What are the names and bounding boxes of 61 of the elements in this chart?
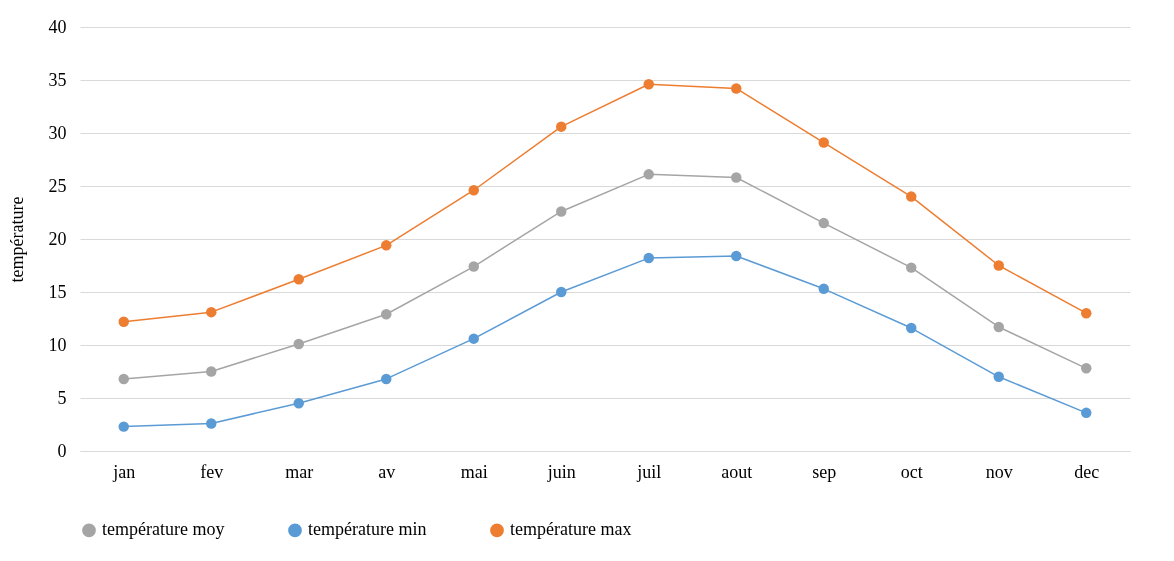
point — [381, 240, 392, 251]
legend-label: température moy — [102, 519, 225, 540]
point — [293, 338, 304, 350]
point — [381, 373, 392, 385]
point — [293, 274, 304, 285]
point — [381, 309, 392, 320]
point — [818, 283, 829, 295]
x-tick-label: jan — [112, 461, 136, 482]
point — [293, 398, 304, 409]
y-axis-title: température — [6, 196, 27, 283]
point — [818, 217, 829, 229]
point — [118, 373, 129, 385]
point — [993, 260, 1004, 271]
point — [556, 206, 567, 217]
x-tick-label: fev — [200, 461, 224, 482]
x-tick-label: mar — [285, 461, 314, 482]
point — [556, 121, 567, 132]
point — [731, 83, 742, 94]
point — [118, 421, 129, 432]
y-tick-label: 25 — [48, 175, 67, 196]
point — [556, 286, 567, 298]
point — [206, 366, 217, 377]
x-tick-label: av — [378, 461, 396, 482]
y-tick-label: 15 — [48, 281, 67, 302]
x-tick-label: juin — [546, 461, 576, 482]
point — [731, 250, 742, 262]
point — [468, 185, 479, 196]
legend-label: température max — [510, 519, 632, 540]
y-tick-label: 10 — [48, 334, 67, 355]
point — [643, 169, 654, 180]
y-tick-label: 40 — [48, 16, 67, 37]
x-tick-label: juil — [636, 461, 662, 482]
point — [118, 316, 129, 327]
y-tick-label: 30 — [48, 122, 67, 143]
point — [643, 79, 654, 90]
x-tick-label: dec — [1074, 461, 1100, 482]
x-tick-label: mai — [460, 461, 488, 482]
x-tick-label: sep — [812, 461, 837, 482]
point — [818, 137, 829, 148]
point — [643, 252, 654, 264]
point — [906, 262, 917, 273]
point — [206, 306, 217, 318]
x-tick-label: aout — [721, 461, 753, 482]
point — [731, 172, 742, 183]
point — [1081, 363, 1092, 374]
point — [906, 191, 917, 202]
x-tick-label: oct — [900, 461, 923, 482]
legend-label: température min — [308, 519, 427, 540]
y-tick-label: 5 — [57, 387, 67, 408]
point — [1081, 407, 1092, 419]
point — [1081, 307, 1092, 319]
y-tick-label: 0 — [57, 440, 67, 461]
point — [906, 322, 917, 334]
point — [206, 418, 217, 429]
point — [993, 371, 1004, 383]
point — [468, 261, 479, 272]
y-tick-label: 20 — [48, 228, 67, 249]
x-tick-label: nov — [985, 461, 1013, 482]
y-tick-label: 35 — [48, 69, 67, 90]
point — [468, 333, 479, 344]
point — [993, 321, 1004, 333]
